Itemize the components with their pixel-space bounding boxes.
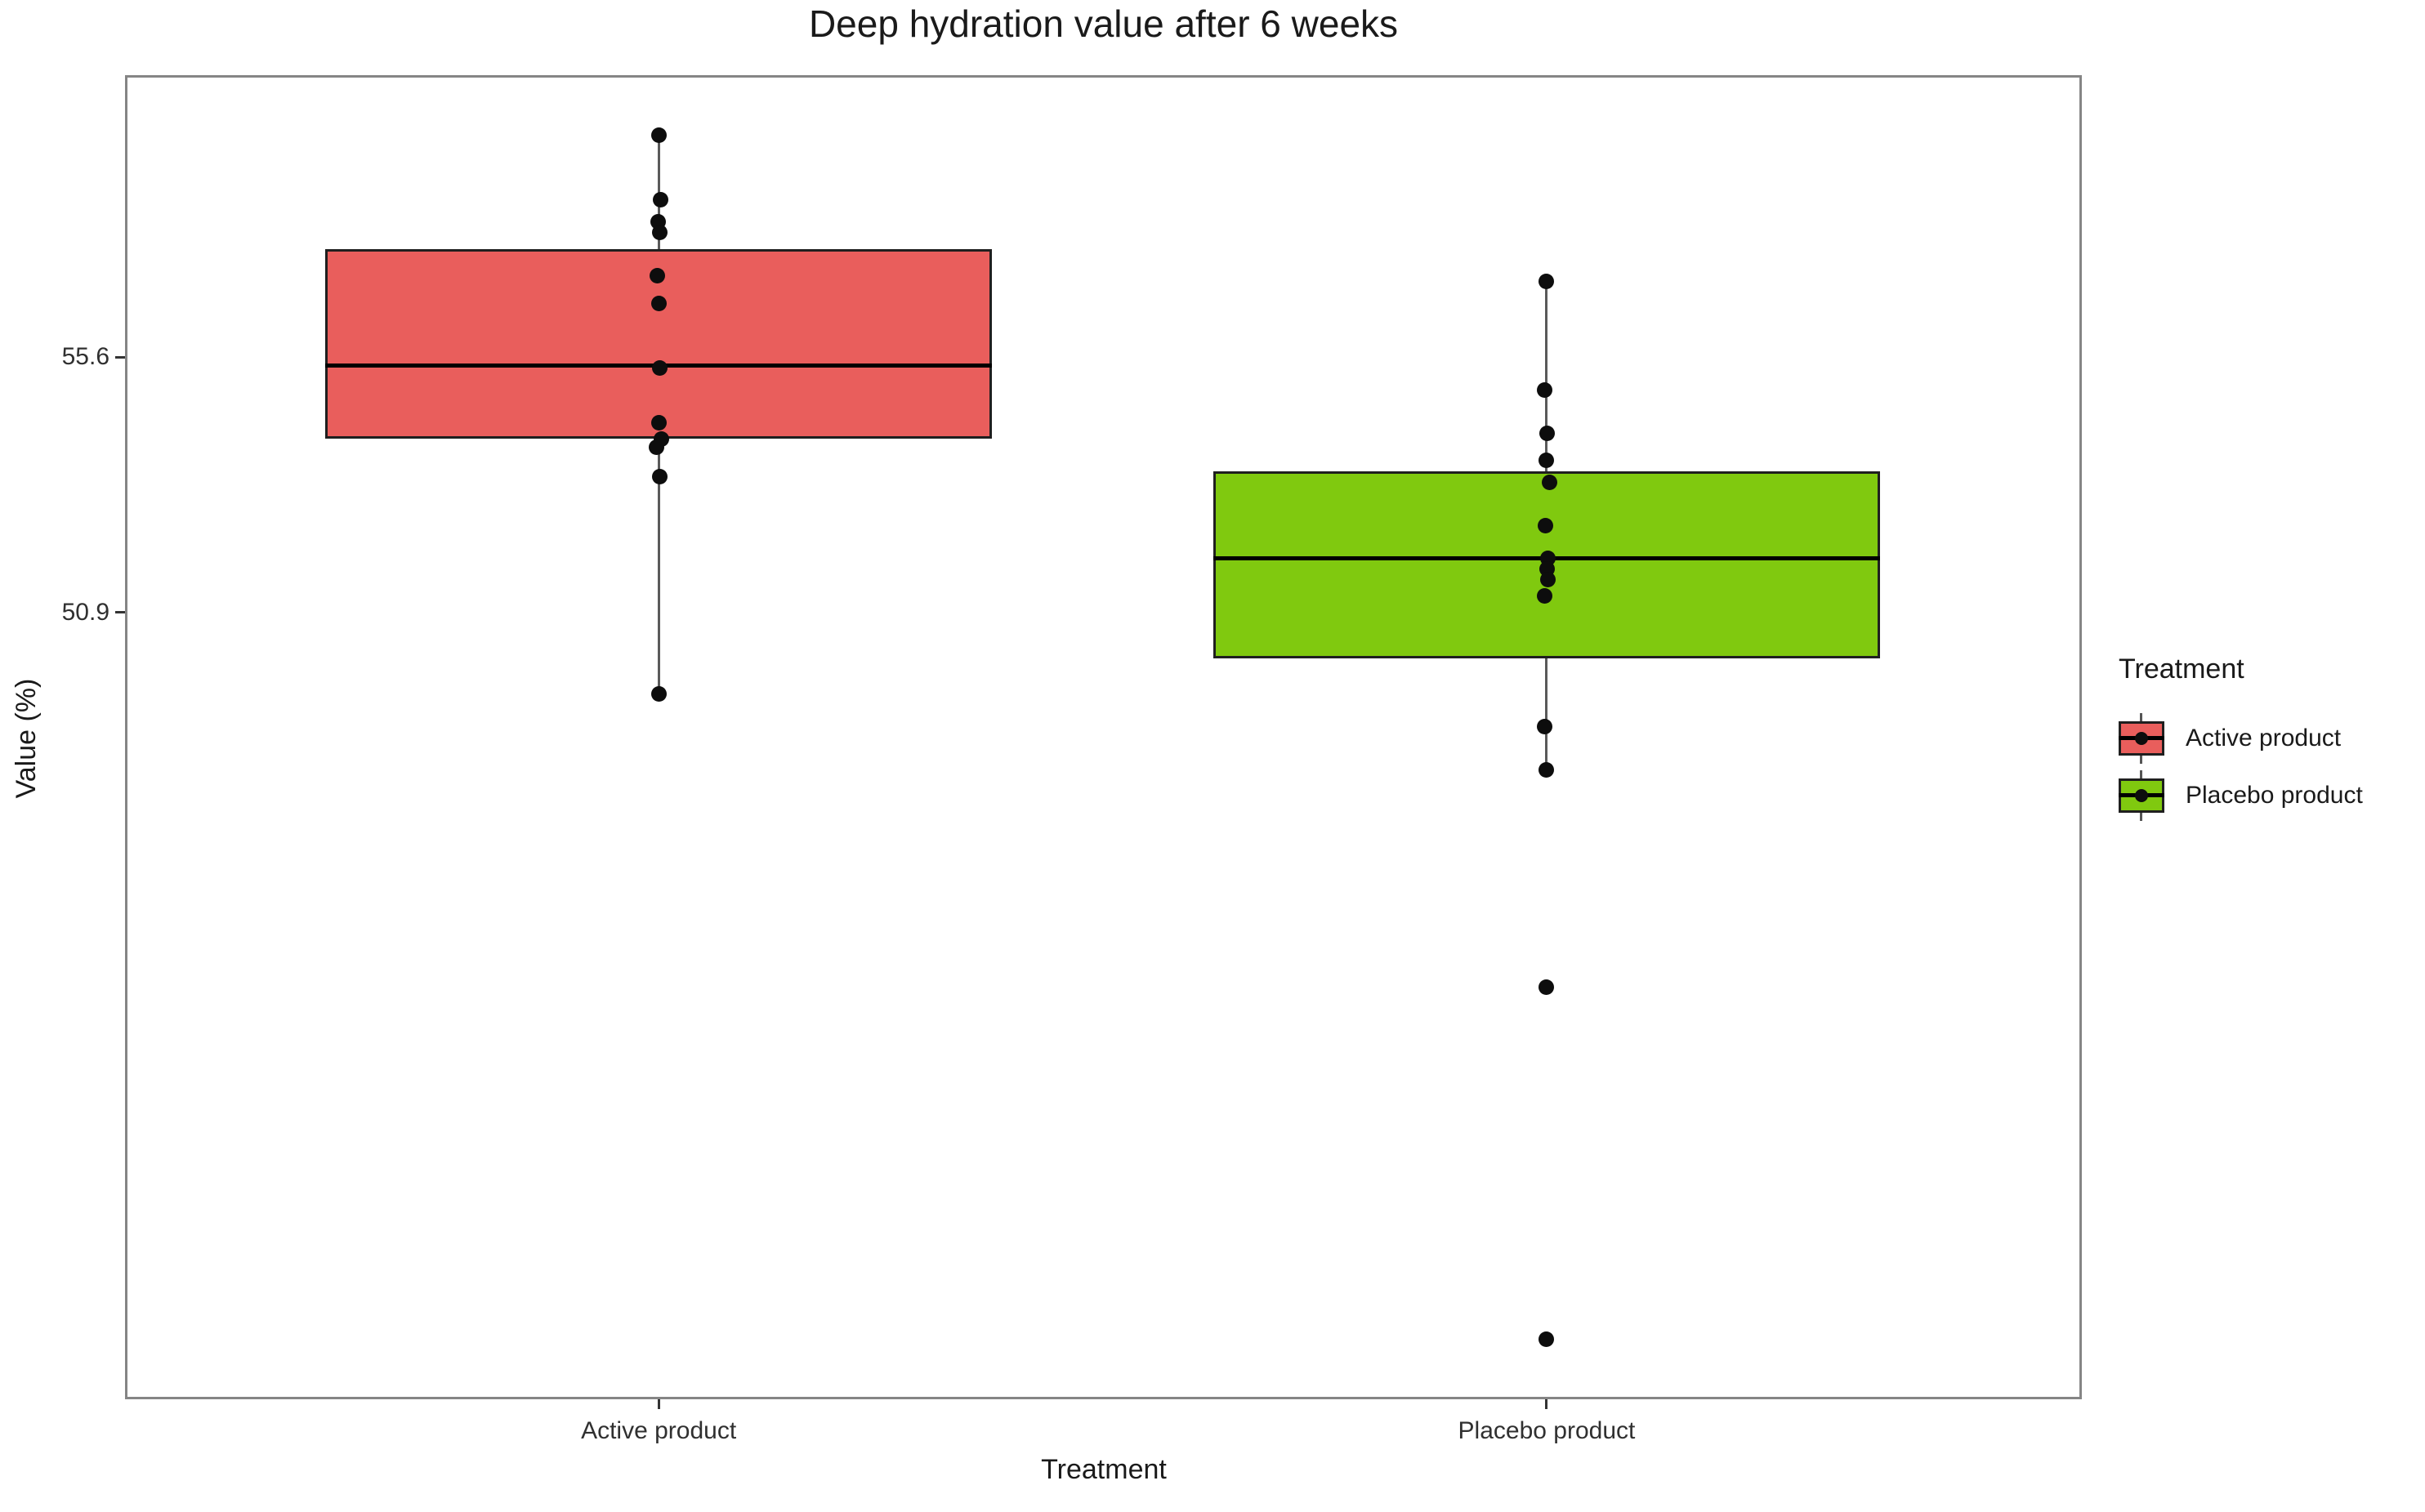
x-tick-mark — [657, 1399, 660, 1409]
lower-whisker — [657, 439, 660, 694]
key-point-dot — [2135, 732, 2148, 745]
lower-whisker — [1545, 658, 1548, 770]
data-point — [648, 439, 664, 455]
data-point — [1537, 588, 1553, 604]
x-tick-mark — [1545, 1399, 1548, 1409]
data-point — [1539, 761, 1555, 778]
legend-label: Placebo product — [2186, 782, 2363, 809]
y-tick-mark — [115, 611, 125, 614]
data-point — [651, 225, 668, 241]
data-point — [1542, 474, 1558, 490]
outlier-point — [1539, 979, 1555, 995]
data-point — [1539, 453, 1555, 469]
x-axis-title: Treatment — [1041, 1454, 1167, 1485]
boxplot-key-icon — [2119, 713, 2164, 764]
x-tick-label: Active product — [581, 1417, 737, 1444]
data-point — [650, 685, 667, 702]
y-tick-label: 55.6 — [61, 343, 109, 371]
data-point — [1538, 517, 1554, 533]
data-point — [649, 268, 665, 284]
x-tick-label: Placebo product — [1458, 1417, 1636, 1444]
data-point — [1537, 718, 1553, 734]
legend-title: Treatment — [2119, 653, 2244, 685]
y-tick-mark — [115, 355, 125, 359]
legend-label: Active product — [2186, 725, 2342, 752]
data-point — [650, 414, 667, 430]
legend-entry-placebo: Placebo product — [2119, 767, 2425, 824]
data-point — [651, 360, 668, 377]
data-point — [1540, 572, 1556, 588]
plot-title: Deep hydration value after 6 weeks — [808, 2, 1399, 45]
legend-entry-active: Active product — [2119, 710, 2425, 767]
outlier-point — [1539, 1331, 1555, 1348]
data-point — [1537, 381, 1553, 398]
data-point — [1539, 273, 1555, 289]
upper-whisker — [657, 135, 660, 249]
data-point — [651, 469, 668, 485]
boxplot-key-icon — [2119, 770, 2164, 821]
data-point — [652, 192, 668, 208]
data-point — [1539, 425, 1556, 441]
data-point — [650, 127, 667, 143]
data-point — [650, 295, 667, 311]
legend: Treatment Active product Placebo product — [2119, 653, 2425, 824]
y-tick-label: 50.9 — [61, 598, 109, 626]
upper-whisker — [1545, 281, 1548, 471]
key-point-dot — [2135, 789, 2148, 802]
